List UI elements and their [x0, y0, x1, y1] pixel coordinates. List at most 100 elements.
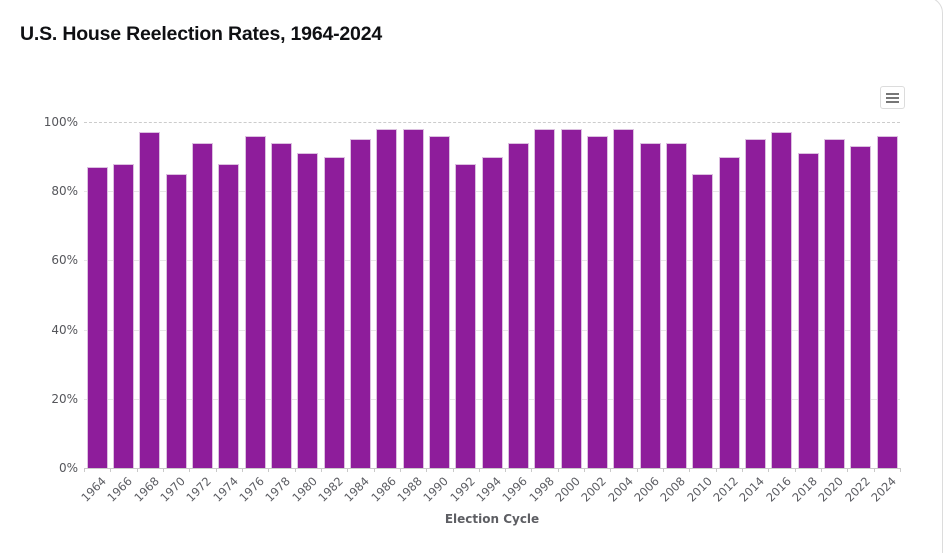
x-axis-tick: [452, 468, 454, 472]
bar-slot: [295, 122, 321, 468]
bar-2024[interactable]: [876, 135, 898, 468]
x-axis-line: [84, 468, 900, 469]
bar-slot: [137, 122, 163, 468]
bar-1976[interactable]: [244, 135, 266, 468]
x-axis-tick: [426, 468, 428, 472]
x-axis-tick: [505, 468, 507, 472]
bar-slot: [216, 122, 242, 468]
bar-slot: [321, 122, 347, 468]
bar-2008[interactable]: [665, 142, 687, 468]
bar-slot: [110, 122, 136, 468]
bar-2004[interactable]: [613, 128, 635, 468]
y-axis-label: 0%: [58, 461, 78, 475]
x-axis-tick: [847, 468, 849, 472]
bar-slot: [268, 122, 294, 468]
y-axis-label: 20%: [51, 391, 78, 406]
bar-2014[interactable]: [744, 139, 766, 468]
x-axis-tick: [347, 468, 349, 472]
x-axis-tick: [768, 468, 770, 472]
bar-slot: [558, 122, 584, 468]
bar-slot: [453, 122, 479, 468]
bar-slot: [426, 122, 452, 468]
bar-2002[interactable]: [586, 135, 608, 468]
bar-slot: [611, 122, 637, 468]
x-axis-tick: [900, 468, 901, 472]
bar-2012[interactable]: [718, 156, 740, 468]
x-axis-tick: [821, 468, 823, 472]
x-axis-tick: [873, 468, 875, 472]
bar-1966[interactable]: [112, 163, 134, 468]
x-axis-tick: [268, 468, 270, 472]
x-axis-tick: [610, 468, 612, 472]
bar-slot: [795, 122, 821, 468]
bar-1972[interactable]: [191, 142, 213, 468]
bar-slot: [532, 122, 558, 468]
x-axis-tick: [531, 468, 533, 472]
bar-1974[interactable]: [218, 163, 240, 468]
x-axis-tick: [189, 468, 191, 472]
bar-2000[interactable]: [560, 128, 582, 468]
bar-slot: [347, 122, 373, 468]
chart-title: U.S. House Reelection Rates, 1964-2024: [20, 23, 382, 45]
x-axis-tick: [663, 468, 665, 472]
bar-slot: [663, 122, 689, 468]
bar-2022[interactable]: [850, 146, 872, 468]
bar-slot: [874, 122, 900, 468]
bar-1978[interactable]: [270, 142, 292, 468]
bar-2018[interactable]: [797, 153, 819, 468]
bar-1964[interactable]: [86, 166, 108, 468]
bar-1984[interactable]: [349, 139, 371, 468]
bar-slot: [821, 122, 847, 468]
x-axis-tick: [557, 468, 559, 472]
x-axis-tick: [373, 468, 375, 472]
bar-2016[interactable]: [771, 132, 793, 468]
y-axis-label: 100%: [43, 115, 78, 129]
bar-1994[interactable]: [481, 156, 503, 468]
bar-1986[interactable]: [376, 128, 398, 468]
x-axis-tick: [320, 468, 322, 472]
bar-1980[interactable]: [297, 153, 319, 468]
bar-slot: [769, 122, 795, 468]
x-axis-tick: [636, 468, 638, 472]
gridline-100%: [84, 122, 900, 123]
x-axis-title: Election Cycle: [444, 512, 540, 526]
x-axis-tick: [84, 468, 85, 472]
bar-2006[interactable]: [639, 142, 661, 468]
bar-1998[interactable]: [534, 128, 556, 468]
bar-slot: [163, 122, 189, 468]
x-axis-tick: [689, 468, 691, 472]
y-axis-label: 80%: [51, 184, 78, 199]
x-axis-tick: [215, 468, 217, 472]
plot-area: [84, 122, 900, 468]
y-axis-label: 60%: [51, 253, 78, 268]
bar-1996[interactable]: [507, 142, 529, 468]
bar-1988[interactable]: [402, 128, 424, 468]
bar-2010[interactable]: [692, 173, 714, 468]
chart-context-menu-button[interactable]: [880, 86, 905, 109]
bar-1968[interactable]: [139, 132, 161, 468]
x-axis-tick: [399, 468, 401, 472]
bar-slot: [742, 122, 768, 468]
bar-slot: [848, 122, 874, 468]
bar-slot: [716, 122, 742, 468]
x-axis-tick: [715, 468, 717, 472]
bar-2020[interactable]: [823, 139, 845, 468]
x-axis-tick: [584, 468, 586, 472]
x-axis-tick: [478, 468, 480, 472]
bar-slot: [584, 122, 610, 468]
x-axis-tick: [241, 468, 243, 472]
bar-1970[interactable]: [165, 173, 187, 468]
bar-slot: [505, 122, 531, 468]
bar-1982[interactable]: [323, 156, 345, 468]
x-axis-tick: [742, 468, 744, 472]
bar-1990[interactable]: [428, 135, 450, 468]
bar-slot: [400, 122, 426, 468]
bar-1992[interactable]: [455, 163, 477, 468]
x-axis-tick: [110, 468, 112, 472]
x-axis-tick: [162, 468, 164, 472]
x-axis-tick: [136, 468, 138, 472]
bar-slot: [374, 122, 400, 468]
bar-slot: [189, 122, 215, 468]
